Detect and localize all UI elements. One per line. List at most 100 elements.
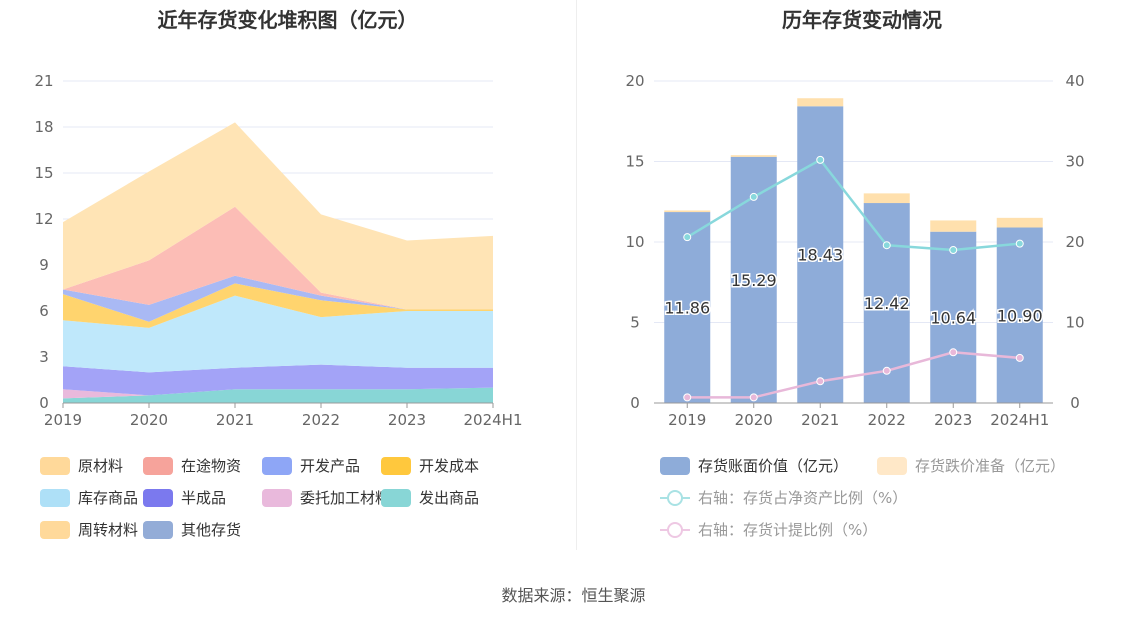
right-y2-tick-label: 10	[1065, 314, 1084, 332]
left-legend-item[interactable]: 发出商品	[381, 487, 479, 508]
legend-label: 周转材料	[78, 521, 139, 539]
left-x-tick-label: 2023	[388, 411, 426, 429]
right-x-tick-label: 2020	[735, 411, 773, 429]
legend-label: 右轴：存货占净资产比例（%）	[698, 489, 908, 507]
left-legend-item[interactable]: 开发成本	[381, 455, 479, 476]
line-point[interactable]	[749, 393, 758, 402]
right-y-tick-label: 0	[630, 394, 640, 412]
left-legend-item[interactable]: 在途物资	[143, 455, 241, 476]
right-y2-tick-label: 30	[1065, 153, 1084, 171]
bar-存货账面价值（亿元）[interactable]	[996, 227, 1043, 403]
right-x-tick-label: 2022	[868, 411, 906, 429]
left-y-tick-label: 9	[39, 256, 49, 274]
line-point[interactable]	[949, 348, 958, 357]
legend-label: 半成品	[181, 489, 227, 507]
right-x-tick-label: 2024H1	[990, 411, 1049, 429]
bar-存货跌价准备（亿元）[interactable]	[664, 210, 711, 213]
left-x-tick-label: 2019	[44, 411, 82, 429]
right-legend-item[interactable]: 右轴：存货计提比例（%）	[660, 519, 877, 540]
bar-存货跌价准备（亿元）[interactable]	[930, 220, 977, 232]
line-point[interactable]	[949, 246, 958, 255]
right-bar-line-chart: 0 5 10 15 20 0 10 20 30 40 11.86 15.29 18.43 12.42 10.…	[625, 72, 1084, 429]
right-y-tick-label: 15	[625, 153, 644, 171]
bar-value-label: 10.64	[930, 308, 976, 327]
right-y2-tick-label: 20	[1065, 233, 1084, 251]
area-series-原材料	[63, 122, 493, 310]
legend-swatch	[381, 456, 411, 475]
line-point[interactable]	[882, 241, 891, 250]
right-x-tick-label: 2021	[801, 411, 839, 429]
left-legend-item[interactable]: 周转材料	[40, 519, 138, 540]
area-series-开发成本	[63, 283, 493, 328]
legend-label: 发出商品	[419, 489, 480, 507]
left-x-tick-label: 2024H1	[464, 411, 523, 429]
legend-swatch	[262, 488, 292, 507]
legend-swatch	[143, 488, 173, 507]
line-point[interactable]	[683, 393, 692, 402]
left-y-tick-label: 3	[39, 348, 49, 366]
left-legend-item[interactable]: 半成品	[143, 487, 226, 508]
left-y-tick-label: 0	[39, 394, 49, 412]
bar-value-label: 18.43	[797, 246, 843, 265]
legend-label: 存货跌价准备（亿元）	[915, 457, 1066, 475]
line-point[interactable]	[1015, 239, 1024, 248]
bar-value-label: 10.90	[997, 306, 1043, 325]
legend-swatch	[381, 488, 411, 507]
legend-swatch	[40, 488, 70, 507]
left-legend-item[interactable]: 库存商品	[40, 487, 138, 508]
legend-swatch	[660, 456, 690, 475]
right-y-tick-label: 10	[625, 233, 644, 251]
bar-存货跌价准备（亿元）[interactable]	[863, 193, 910, 204]
line-point[interactable]	[882, 366, 891, 375]
bar-存货跌价准备（亿元）[interactable]	[730, 155, 777, 157]
left-legend-item[interactable]: 其他存货	[143, 519, 241, 540]
right-legend-item[interactable]: 右轴：存货占净资产比例（%）	[660, 487, 907, 508]
right-y-tick-label: 5	[630, 314, 640, 332]
left-stacked-area-chart: 0 3 6 9 12 15 18 21 2019 2020 2021 2022 2023 2024H1	[34, 72, 523, 429]
bar-存货跌价准备（亿元）[interactable]	[996, 217, 1043, 228]
bar-存货跌价准备（亿元）[interactable]	[797, 98, 844, 107]
left-x-tick-label: 2022	[302, 411, 340, 429]
legend-swatch	[143, 456, 173, 475]
legend-swatch	[40, 456, 70, 475]
line-point[interactable]	[683, 233, 692, 242]
left-chart-panel: 近年存货变化堆积图（亿元） 0 3 6 9 12 15 18 21 2019 2020 2021 20…	[0, 0, 575, 560]
bar-存货账面价值（亿元）[interactable]	[797, 106, 844, 403]
legend-label: 原材料	[78, 457, 124, 475]
bar-存货账面价值（亿元）[interactable]	[930, 231, 977, 403]
line-point[interactable]	[1015, 353, 1024, 362]
right-y2-tick-label: 0	[1070, 394, 1080, 412]
area-series-半成品	[63, 364, 493, 396]
line-point[interactable]	[749, 192, 758, 201]
area-series-在途物资	[63, 206, 493, 310]
left-y-tick-label: 21	[34, 72, 53, 90]
bar-value-label: 12.42	[864, 294, 910, 313]
left-y-tick-label: 15	[34, 164, 53, 182]
legend-label: 其他存货	[181, 521, 242, 539]
left-y-tick-label: 6	[39, 302, 49, 320]
legend-label: 开发产品	[300, 457, 361, 475]
legend-label: 开发成本	[419, 457, 480, 475]
right-legend-item[interactable]: 存货跌价准备（亿元）	[877, 455, 1065, 476]
area-series-开发产品	[63, 275, 493, 322]
legend-swatch	[40, 520, 70, 539]
legend-swatch	[143, 520, 173, 539]
bar-存货账面价值（亿元）[interactable]	[664, 212, 711, 403]
left-legend-item[interactable]: 委托加工材料	[262, 487, 390, 508]
area-series-发出商品	[63, 387, 493, 403]
left-y-tick-label: 18	[34, 118, 53, 136]
right-y-tick-label: 20	[625, 72, 644, 90]
area-series-库存商品	[63, 295, 493, 373]
bar-value-label: 11.86	[664, 299, 710, 318]
right-x-tick-label: 2019	[668, 411, 706, 429]
data-source-note: 数据来源：恒生聚源	[501, 586, 646, 605]
line-point[interactable]	[816, 377, 825, 386]
right-legend-item[interactable]: 存货账面价值（亿元）	[660, 455, 848, 476]
panel-divider	[576, 0, 577, 550]
left-legend-item[interactable]: 原材料	[40, 455, 123, 476]
right-y2-tick-label: 40	[1065, 72, 1084, 90]
legend-swatch	[262, 456, 292, 475]
left-legend-item[interactable]: 开发产品	[262, 455, 360, 476]
left-x-tick-label: 2021	[216, 411, 254, 429]
line-point[interactable]	[816, 155, 825, 164]
